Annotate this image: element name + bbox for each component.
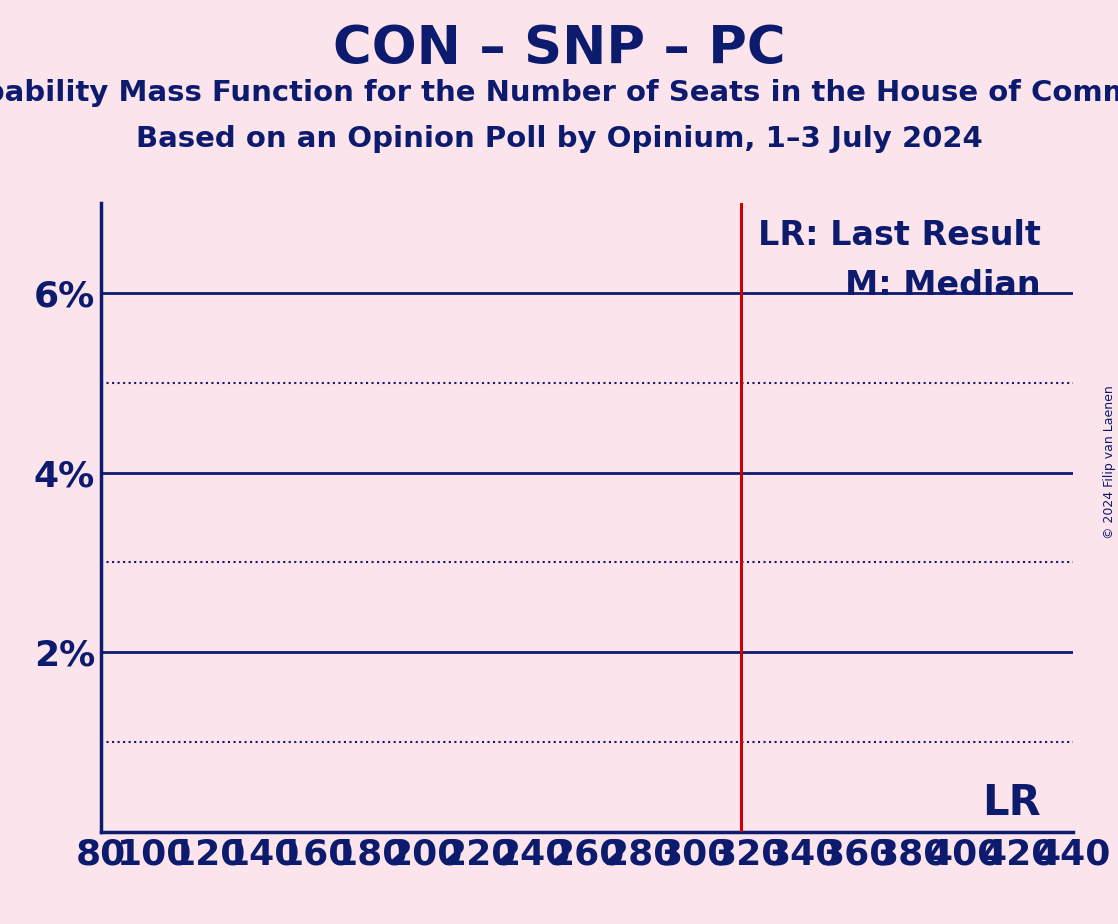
Text: Probability Mass Function for the Number of Seats in the House of Commons: Probability Mass Function for the Number…	[0, 79, 1118, 106]
Text: Based on an Opinion Poll by Opinium, 1–3 July 2024: Based on an Opinion Poll by Opinium, 1–3…	[135, 125, 983, 152]
Text: LR: Last Result: LR: Last Result	[758, 219, 1041, 252]
Text: © 2024 Filip van Laenen: © 2024 Filip van Laenen	[1102, 385, 1116, 539]
Text: LR: LR	[982, 783, 1041, 824]
Text: M: Median: M: Median	[845, 269, 1041, 302]
Text: CON – SNP – PC: CON – SNP – PC	[333, 23, 785, 75]
